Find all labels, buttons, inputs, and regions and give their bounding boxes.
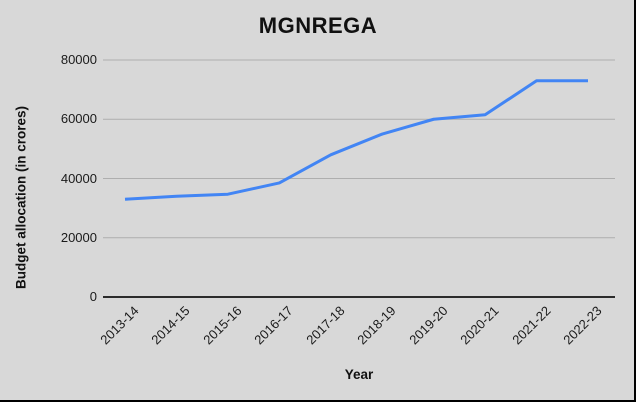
y-tick-label: 80000 xyxy=(60,52,97,67)
chart-title: MGNREGA xyxy=(258,13,378,38)
data-series-line xyxy=(124,79,588,201)
y-tick-label: 40000 xyxy=(60,170,97,186)
y-tick-label: 60000 xyxy=(60,111,97,127)
y-tick-label: 0 xyxy=(89,289,97,304)
y-tick-label: 20000 xyxy=(60,229,97,245)
x-axis-title: Year xyxy=(344,367,374,382)
